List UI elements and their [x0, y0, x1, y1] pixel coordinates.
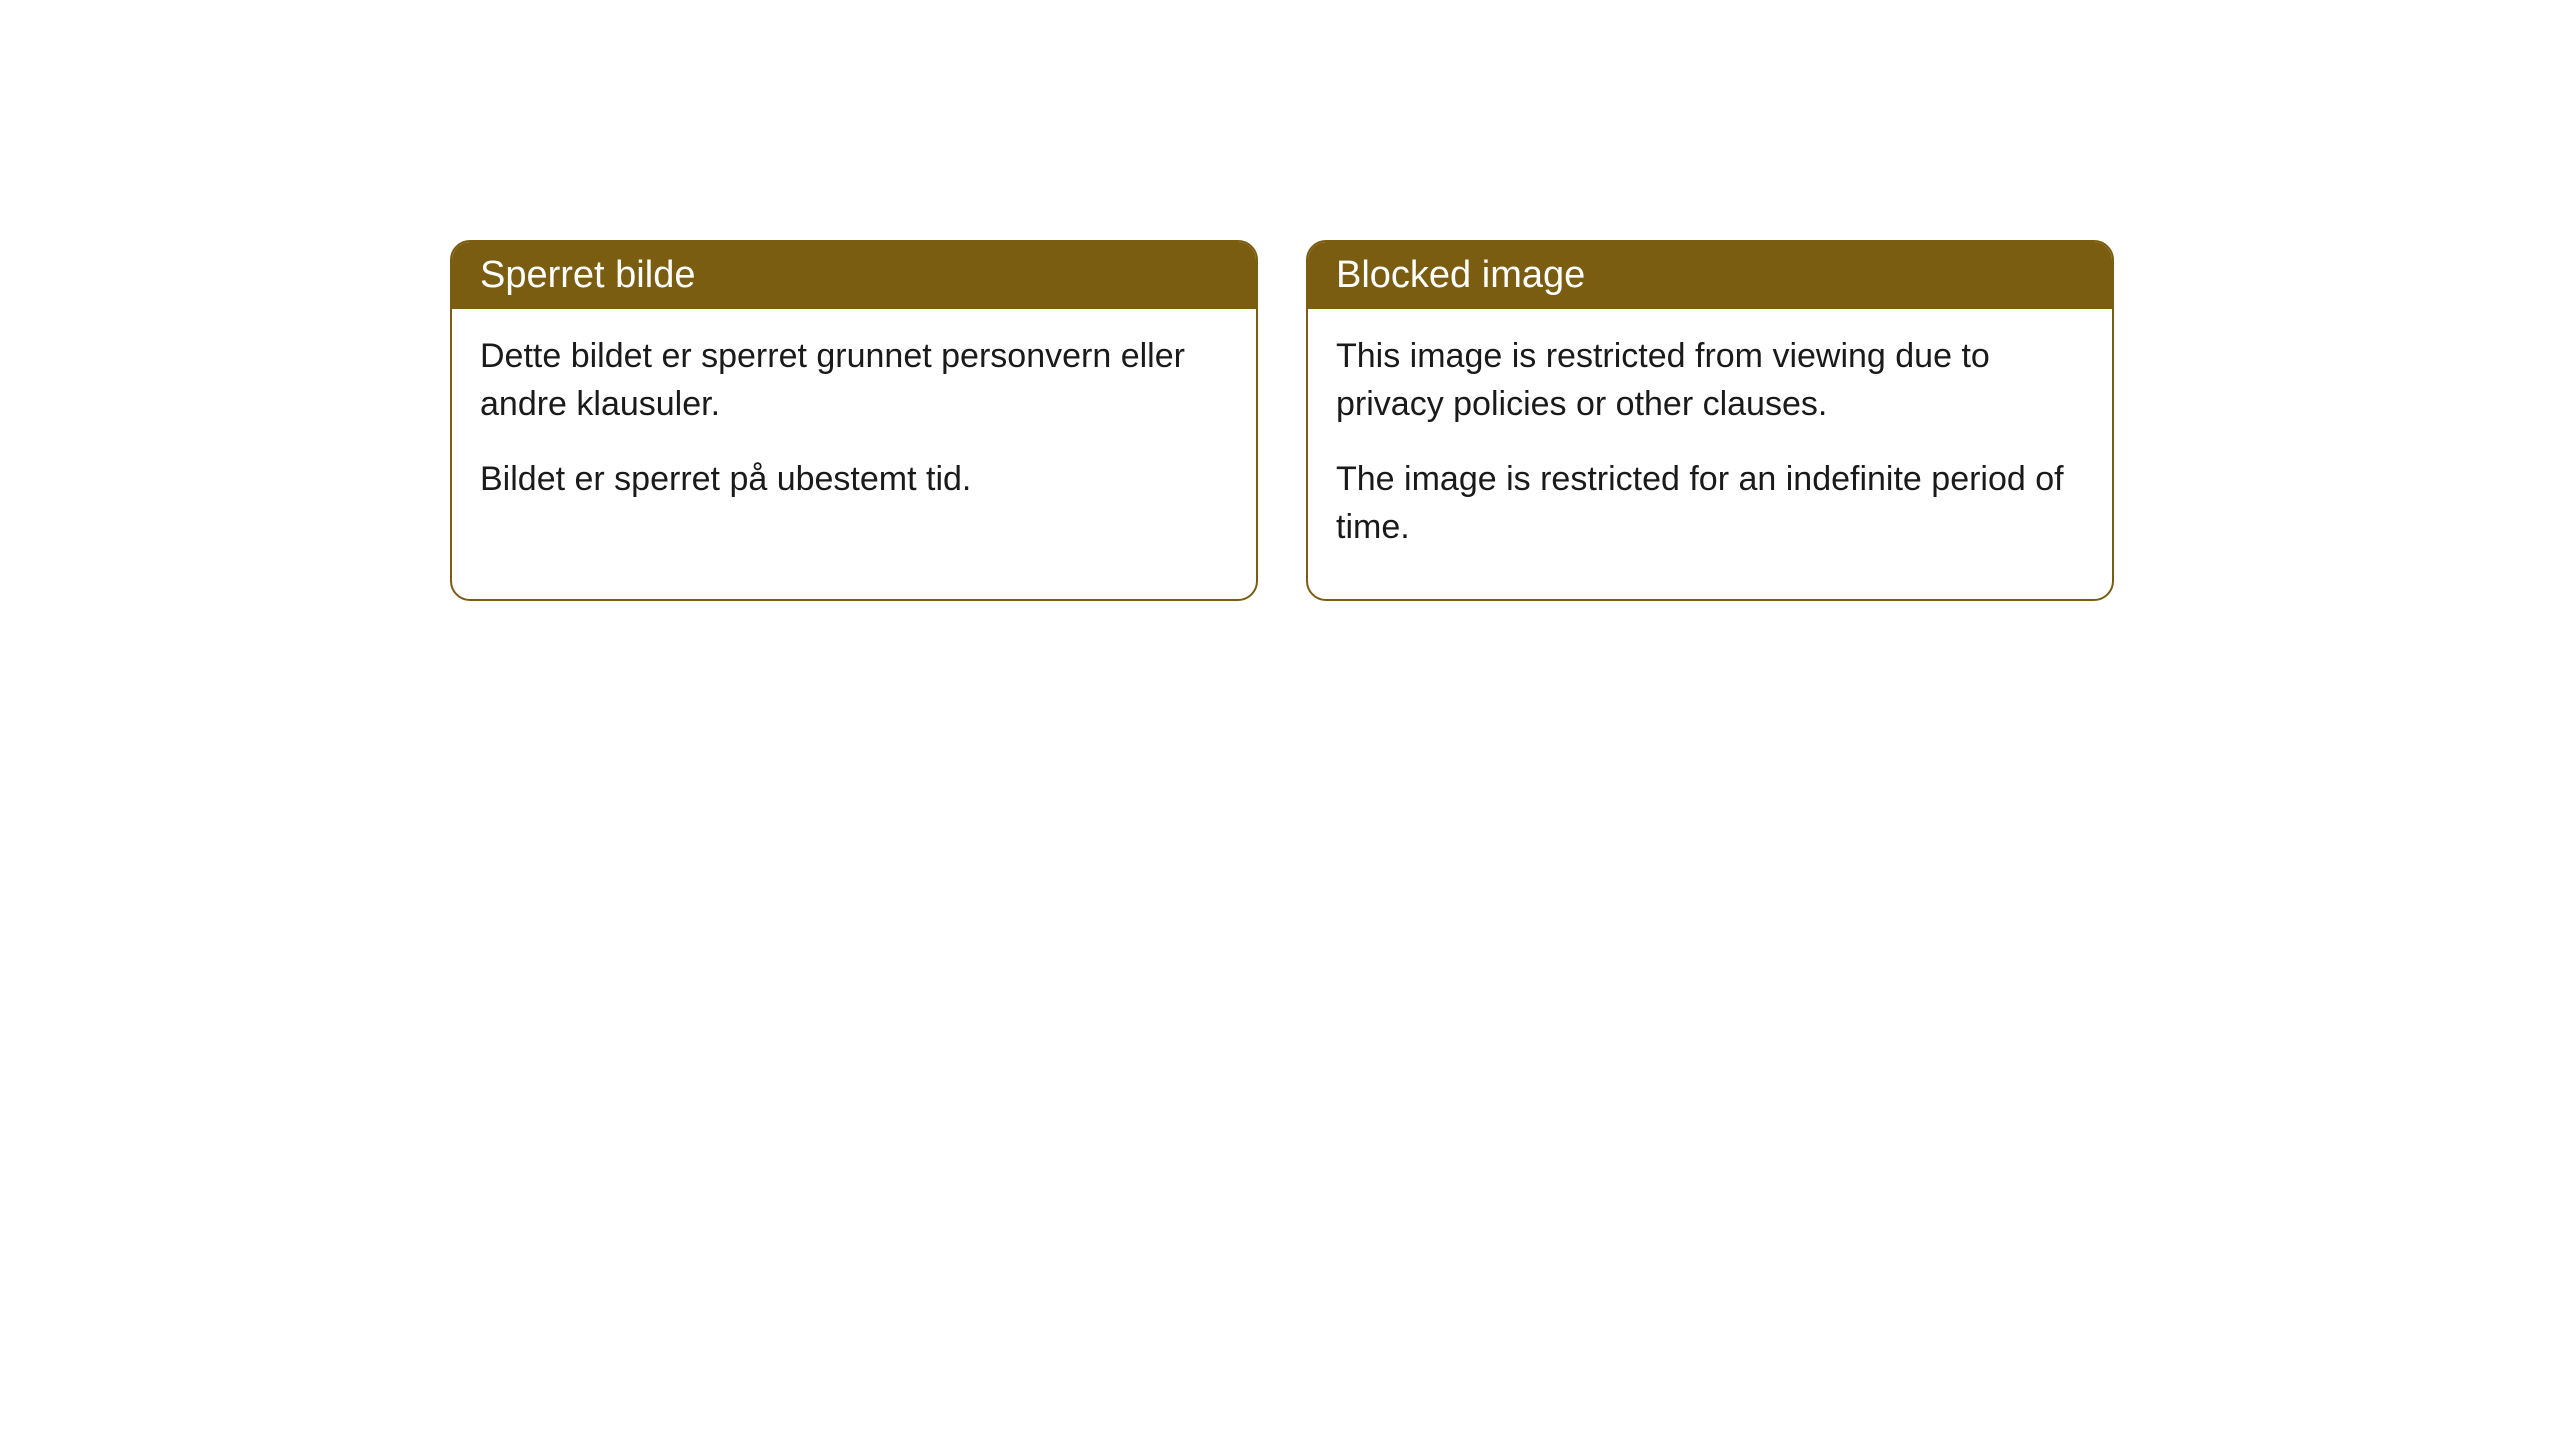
- card-paragraph: This image is restricted from viewing du…: [1336, 333, 2084, 428]
- card-body-english: This image is restricted from viewing du…: [1308, 309, 2112, 599]
- card-header-norwegian: Sperret bilde: [452, 242, 1256, 309]
- card-paragraph: Bildet er sperret på ubestemt tid.: [480, 456, 1228, 504]
- card-paragraph: Dette bildet er sperret grunnet personve…: [480, 333, 1228, 428]
- card-body-norwegian: Dette bildet er sperret grunnet personve…: [452, 309, 1256, 552]
- notice-cards-container: Sperret bilde Dette bildet er sperret gr…: [450, 240, 2114, 601]
- card-paragraph: The image is restricted for an indefinit…: [1336, 456, 2084, 551]
- notice-card-norwegian: Sperret bilde Dette bildet er sperret gr…: [450, 240, 1258, 601]
- card-header-english: Blocked image: [1308, 242, 2112, 309]
- notice-card-english: Blocked image This image is restricted f…: [1306, 240, 2114, 601]
